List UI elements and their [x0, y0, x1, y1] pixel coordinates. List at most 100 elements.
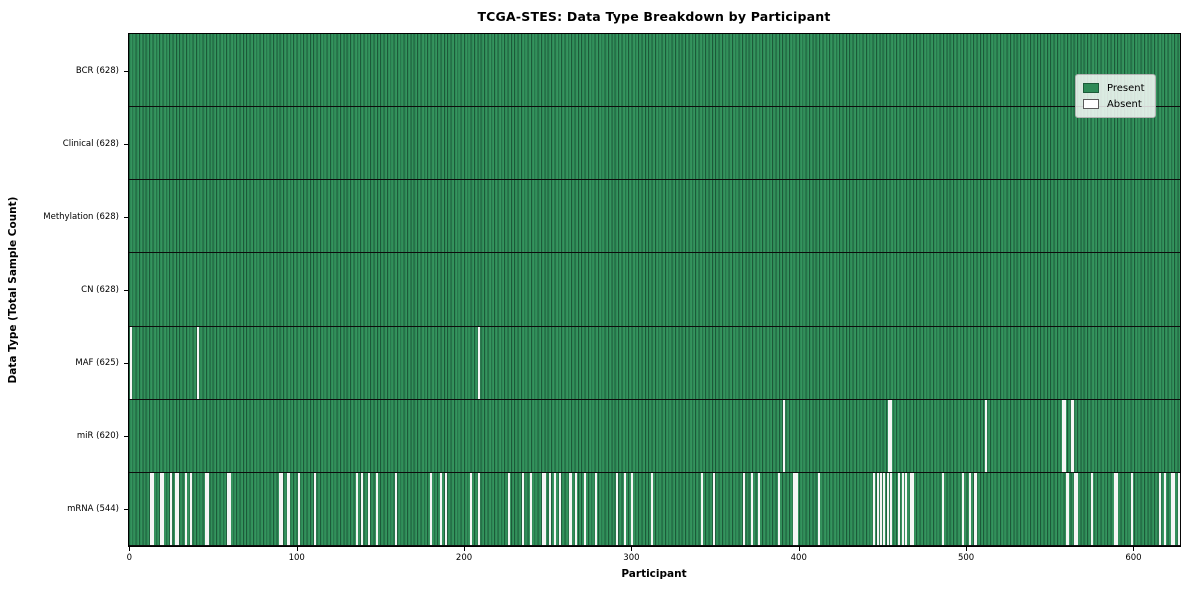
- xtick-mark: [129, 547, 131, 551]
- absent-stripe: [170, 472, 173, 545]
- absent-stripe: [782, 399, 785, 472]
- absent-stripe: [777, 472, 780, 545]
- absent-stripe: [911, 472, 914, 545]
- absent-stripe: [1159, 472, 1162, 545]
- absent-stripe: [478, 326, 481, 399]
- absent-stripe: [712, 472, 715, 545]
- xtick-label-200: 200: [455, 553, 473, 563]
- xtick-label-600: 600: [1125, 553, 1142, 563]
- absent-stripe: [650, 472, 653, 545]
- absent-stripe: [175, 472, 178, 545]
- absent-stripe: [910, 472, 913, 545]
- row-maf: [128, 326, 1180, 400]
- absent-stripe: [161, 472, 164, 545]
- ytick-mark: [123, 143, 128, 145]
- absent-stripe: [941, 472, 944, 545]
- absent-stripe: [568, 472, 571, 545]
- absent-stripe: [898, 472, 901, 545]
- absent-stripe: [794, 472, 797, 545]
- xtick-mark: [296, 547, 298, 551]
- row-methylation: [128, 180, 1180, 254]
- ytick-label-cn: CN (628): [81, 285, 119, 295]
- absent-stripe: [541, 472, 544, 545]
- absent-stripe: [575, 472, 578, 545]
- legend-entry-absent: Absent: [1082, 96, 1145, 112]
- absent-stripe: [879, 472, 882, 545]
- xtick-mark: [631, 547, 633, 551]
- absent-stripe: [429, 472, 432, 545]
- row-clinical: [128, 107, 1180, 181]
- absent-stripe: [796, 472, 799, 545]
- absent-stripe: [1172, 472, 1175, 545]
- absent-stripe: [530, 472, 533, 545]
- absent-stripe: [1074, 472, 1077, 545]
- absent-stripe: [439, 472, 442, 545]
- absent-stripe: [130, 326, 133, 399]
- absent-swatch-icon: [1082, 99, 1099, 109]
- absent-stripe: [376, 472, 379, 545]
- absent-stripe: [975, 472, 978, 545]
- absent-stripe: [151, 472, 154, 545]
- absent-stripe: [792, 472, 795, 545]
- absent-stripe: [558, 472, 561, 545]
- ytick-mark: [123, 70, 128, 72]
- absent-stripe: [973, 472, 976, 545]
- absent-stripe: [876, 472, 879, 545]
- absent-stripe: [1062, 399, 1065, 472]
- ytick-label-maf: MAF (625): [75, 358, 119, 369]
- absent-stripe: [197, 326, 200, 399]
- absent-stripe: [190, 472, 193, 545]
- legend-label-present: Present: [1106, 82, 1145, 94]
- plot-area: Present Absent: [127, 33, 1181, 547]
- chart-title: TCGA-STES: Data Type Breakdown by Partic…: [477, 9, 831, 24]
- ytick-mark: [123, 509, 128, 511]
- absent-stripe: [889, 399, 892, 472]
- absent-stripe: [886, 472, 889, 545]
- absent-stripe: [150, 472, 153, 545]
- absent-stripe: [757, 472, 760, 545]
- absent-stripe: [570, 472, 573, 545]
- ytick-label-bcr: BCR (628): [75, 65, 119, 76]
- xtick-mark: [464, 547, 466, 551]
- absent-stripe: [1075, 472, 1078, 545]
- legend-entry-present: Present: [1082, 80, 1145, 96]
- absent-stripe: [1164, 472, 1167, 545]
- row-bcr: [128, 34, 1180, 108]
- xtick-mark: [798, 547, 800, 551]
- absent-stripe: [961, 472, 964, 545]
- absent-stripe: [227, 472, 230, 545]
- absent-stripe: [207, 472, 210, 545]
- absent-stripe: [287, 472, 290, 545]
- absent-stripe: [1171, 472, 1174, 545]
- ytick-label-clinical: Clinical (628): [62, 138, 119, 149]
- absent-stripe: [615, 472, 618, 545]
- xtick-label-500: 500: [957, 553, 975, 563]
- row-mrna: [128, 472, 1180, 546]
- absent-stripe: [1070, 399, 1073, 472]
- absent-stripe: [361, 472, 364, 545]
- absent-stripe: [356, 472, 359, 545]
- xtick-label-300: 300: [623, 553, 640, 563]
- absent-stripe: [1072, 399, 1075, 472]
- ytick-mark: [123, 436, 128, 438]
- xtick-label-0: 0: [126, 553, 133, 563]
- ytick-mark: [123, 290, 128, 291]
- x-axis-label: Participant: [621, 568, 687, 580]
- absent-stripe: [1067, 472, 1070, 545]
- absent-stripe: [883, 472, 886, 545]
- absent-stripe: [901, 472, 904, 545]
- absent-stripe: [478, 472, 481, 545]
- xtick-label-400: 400: [790, 553, 807, 563]
- absent-stripe: [280, 472, 283, 545]
- row-cn: [128, 253, 1180, 327]
- absent-stripe: [185, 472, 188, 545]
- absent-stripe: [367, 472, 370, 545]
- absent-stripe: [873, 472, 876, 545]
- legend: Present Absent: [1074, 74, 1156, 118]
- absent-stripe: [279, 472, 282, 545]
- absent-stripe: [742, 472, 745, 545]
- absent-stripe: [818, 472, 821, 545]
- absent-stripe: [508, 472, 511, 545]
- absent-stripe: [889, 472, 892, 545]
